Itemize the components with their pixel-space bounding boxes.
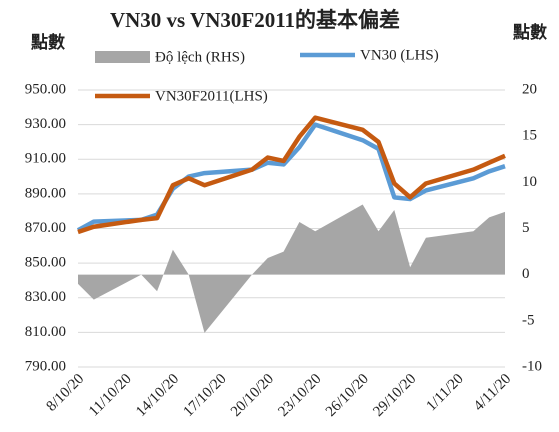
y-tick-label: 790.00 xyxy=(25,358,66,374)
legend-label: VN30F2011(LHS) xyxy=(155,88,268,104)
y-tick-label: 830.00 xyxy=(25,289,66,305)
legend-label: Độ lệch (RHS) xyxy=(155,49,245,65)
y2-axis-label: 點數 xyxy=(512,22,547,42)
x-tick-label: 20/10/20 xyxy=(228,371,277,420)
y2-tick-label: -5 xyxy=(522,312,535,328)
x-tick-label: 1/11/20 xyxy=(423,371,466,414)
x-tick-label: 29/10/20 xyxy=(370,371,419,420)
series-line xyxy=(77,115,506,235)
y-tick-label: 850.00 xyxy=(25,255,66,271)
y-axis-label: 點數 xyxy=(30,32,65,52)
x-tick-label: 23/10/20 xyxy=(275,371,324,420)
y-tick-label: 890.00 xyxy=(25,185,66,201)
y2-tick-label: 10 xyxy=(522,174,537,190)
y2-tick-label: 20 xyxy=(522,81,537,97)
y2-tick-label: -10 xyxy=(522,358,542,374)
x-tick-label: 26/10/20 xyxy=(323,371,372,420)
y-tick-label: 950.00 xyxy=(25,81,66,97)
x-tick-label: 8/10/20 xyxy=(44,371,88,415)
y-tick-label: 910.00 xyxy=(25,151,66,167)
y2-tick-label: 5 xyxy=(522,220,530,236)
y2-tick-label: 15 xyxy=(522,128,537,144)
y2-tick-label: 0 xyxy=(522,266,530,282)
deviation-area xyxy=(78,204,505,333)
y-tick-label: 870.00 xyxy=(25,220,66,236)
x-tick-label: 4/11/20 xyxy=(471,371,514,414)
x-tick-label: 11/10/20 xyxy=(86,371,135,420)
chart-title: VN30 vs VN30F2011的基本偏差 xyxy=(110,8,400,32)
y-tick-label: 810.00 xyxy=(25,324,66,340)
legend-swatch xyxy=(95,51,150,63)
y-tick-label: 930.00 xyxy=(25,116,66,132)
x-tick-label: 17/10/20 xyxy=(181,371,230,420)
x-tick-label: 14/10/20 xyxy=(133,371,182,420)
legend-label: VN30 (LHS) xyxy=(360,47,439,63)
